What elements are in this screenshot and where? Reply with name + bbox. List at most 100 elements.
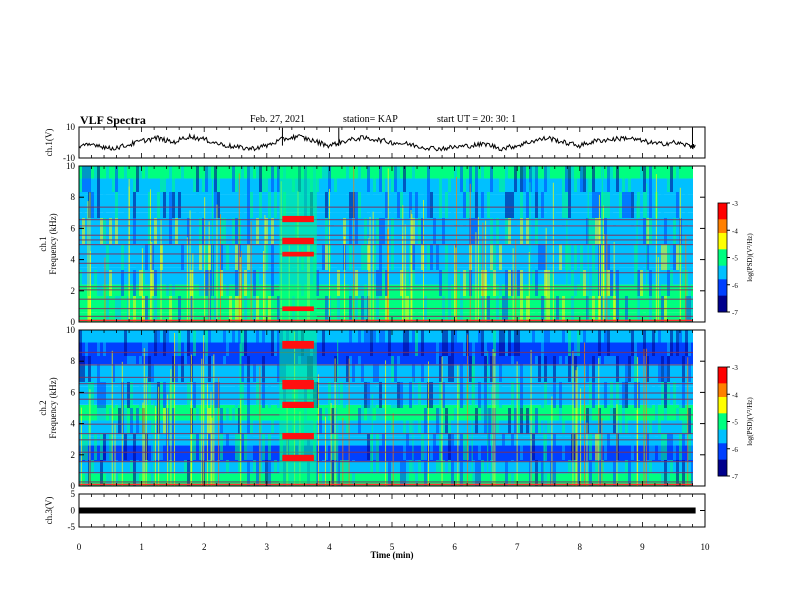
spec-noise bbox=[544, 166, 547, 192]
spec-noise bbox=[409, 192, 412, 218]
spec-noise bbox=[394, 166, 397, 192]
spec-noise bbox=[193, 166, 196, 192]
spec-noise bbox=[478, 270, 481, 296]
colorbar-cell bbox=[718, 418, 727, 422]
spec-noise bbox=[541, 382, 544, 408]
spec-noise bbox=[91, 382, 94, 408]
spec-noise bbox=[586, 218, 589, 244]
spec-burst bbox=[606, 234, 608, 322]
x-axis-label: Time (min) bbox=[370, 550, 413, 560]
spec-burst bbox=[344, 236, 346, 322]
spec-noise bbox=[82, 218, 85, 244]
spec-noise bbox=[421, 434, 424, 460]
spec-noise bbox=[106, 244, 109, 270]
spec-noise bbox=[430, 382, 433, 408]
spec-noise bbox=[79, 434, 82, 460]
spec-noise bbox=[205, 166, 208, 192]
spec-noise bbox=[430, 434, 433, 460]
spec-noise bbox=[442, 408, 445, 434]
spec-noise bbox=[655, 382, 658, 408]
spec-noise bbox=[271, 330, 274, 356]
spec-noise bbox=[622, 192, 625, 218]
spec-noise bbox=[472, 218, 475, 244]
spec-noise bbox=[610, 270, 613, 296]
spec-noise bbox=[442, 270, 445, 296]
spec-noise bbox=[184, 330, 187, 356]
spec-noise bbox=[643, 192, 646, 218]
colorbar-tick-label: -6 bbox=[732, 282, 738, 290]
spec-noise bbox=[277, 330, 280, 356]
spec-line bbox=[79, 234, 693, 236]
spec-noise bbox=[115, 192, 118, 218]
spec-noise bbox=[235, 270, 238, 296]
spec-noise bbox=[688, 356, 691, 382]
spec-noise bbox=[142, 408, 145, 434]
spec-noise bbox=[196, 434, 199, 460]
spec-noise bbox=[616, 434, 619, 460]
spec-noise bbox=[349, 218, 352, 244]
colorbar-cell bbox=[718, 232, 727, 237]
spec-noise bbox=[505, 192, 508, 218]
spec-noise bbox=[481, 192, 484, 218]
spec-noise bbox=[571, 166, 574, 192]
spec-noise bbox=[532, 244, 535, 270]
spec-noise bbox=[274, 244, 277, 270]
colorbar-cell bbox=[718, 383, 727, 387]
spec-noise bbox=[271, 270, 274, 296]
spec-noise bbox=[181, 166, 184, 192]
spec-noise bbox=[241, 192, 244, 218]
spec-noise bbox=[361, 382, 364, 408]
spec-noise bbox=[247, 382, 250, 408]
ch1-voltage-ylabel: ch.1(V) bbox=[44, 129, 54, 157]
spec-noise bbox=[508, 218, 511, 244]
spec-noise bbox=[148, 382, 151, 408]
y-tick-label: 0 bbox=[71, 506, 76, 516]
spec-noise bbox=[604, 192, 607, 218]
colorbar-cell bbox=[718, 265, 727, 269]
spec-noise bbox=[595, 270, 598, 296]
spec-burst bbox=[575, 370, 577, 486]
colorbar-cell bbox=[718, 246, 727, 250]
spec-noise bbox=[172, 270, 175, 296]
spec-noise bbox=[199, 270, 202, 296]
spec-noise bbox=[85, 434, 88, 460]
spec-noise bbox=[508, 408, 511, 434]
spec-noise bbox=[154, 218, 157, 244]
date-label: Feb. 27, 2021 bbox=[250, 114, 305, 125]
spec-noise bbox=[376, 434, 379, 460]
spec-noise bbox=[691, 434, 693, 460]
spec-noise bbox=[535, 218, 538, 244]
spec-noise bbox=[616, 166, 619, 192]
spec-burst bbox=[598, 194, 600, 322]
spec-noise bbox=[352, 356, 355, 382]
spec-noise bbox=[667, 218, 670, 244]
figure-title: VLF Spectra bbox=[80, 113, 146, 127]
spec-noise bbox=[505, 218, 508, 244]
colorbar-cell bbox=[718, 440, 727, 444]
spec-noise bbox=[172, 192, 175, 218]
spec-noise bbox=[625, 382, 628, 408]
spec-burst bbox=[613, 241, 615, 322]
spec-noise bbox=[262, 434, 265, 460]
spec-noise bbox=[451, 330, 454, 356]
spec-noise bbox=[256, 270, 259, 296]
spec-noise bbox=[682, 382, 685, 408]
spec-noise bbox=[415, 192, 418, 218]
colorbar-cell bbox=[718, 257, 727, 261]
spec-noise bbox=[511, 356, 514, 382]
spec-noise bbox=[439, 244, 442, 270]
y-tick-label: 4 bbox=[71, 255, 76, 265]
spec-noise bbox=[658, 330, 661, 356]
spec-noise bbox=[478, 244, 481, 270]
spec-noise bbox=[547, 408, 550, 434]
spec-noise bbox=[235, 244, 238, 270]
spec-noise bbox=[325, 192, 328, 218]
colorbar-cell bbox=[718, 391, 727, 395]
spec-burst bbox=[411, 213, 413, 322]
spec-noise bbox=[199, 244, 202, 270]
spec-burst bbox=[679, 187, 681, 322]
spec-noise bbox=[214, 270, 217, 296]
y-tick-label: 6 bbox=[71, 223, 76, 233]
spec-noise bbox=[451, 192, 454, 218]
spec-noise bbox=[520, 218, 523, 244]
